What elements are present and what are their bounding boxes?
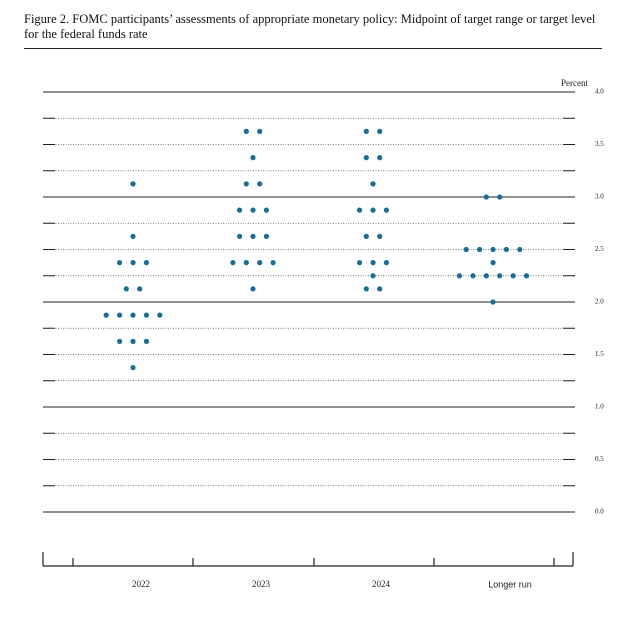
dot [370,260,376,266]
y-tick-label: 1.5 [595,350,604,358]
dot [250,233,256,239]
dot [130,338,136,344]
dot [257,260,263,266]
y-tick-label: 3.5 [595,140,604,148]
dot [370,181,376,187]
dot [357,207,363,213]
dot [243,128,249,134]
y-tick-label: 4.0 [595,88,604,96]
dot [490,246,496,253]
dot [257,181,263,187]
dot [103,312,109,318]
y-tick-label: 1.0 [595,403,604,411]
x-tick-label: 2023 [252,579,271,589]
dot [117,312,123,318]
dot [377,155,383,161]
dot [463,246,469,253]
dot [483,194,489,200]
dot [363,155,369,161]
x-axis-ticks [42,552,574,566]
dot [456,273,463,279]
dot [243,181,249,187]
y-tick-label: 2.5 [595,245,604,253]
dot [157,312,163,318]
dot [377,233,383,239]
x-tick-label: 2024 [372,579,391,589]
dot [503,246,509,253]
dot [510,273,516,279]
dot [143,312,149,318]
dot [263,207,269,213]
y-tick-label: 2.0 [595,298,604,306]
x-tick-label: Longer run [488,579,532,589]
dot [383,207,389,213]
dot [237,233,243,239]
dot [137,286,143,292]
dot [130,181,136,187]
y-tick-label: 0.5 [595,455,604,463]
dot [370,273,376,279]
dot [250,286,256,292]
dot [470,273,476,279]
dot [143,338,149,344]
dot [517,246,523,253]
dot [143,260,149,266]
dot [497,273,503,279]
dot [263,233,269,239]
dot [523,273,530,279]
dot [363,233,369,239]
dot [483,273,489,279]
dot [357,260,363,266]
dot [363,128,369,134]
chart-title: Figure 2. FOMC participants’ assessments… [24,12,596,41]
dot [490,299,496,305]
dot [230,260,236,266]
dot [250,207,256,213]
x-tick-label: 2022 [132,579,150,589]
dot [123,286,129,292]
dot [363,286,369,292]
dot [377,286,383,292]
dot [130,312,136,318]
dot [497,194,503,200]
y-tick-label: 0.0 [595,508,604,516]
dot [243,260,249,266]
dot [130,233,136,239]
title-rule [24,48,602,49]
dot [237,207,243,213]
dot [370,207,376,213]
dot [117,260,123,266]
dot [130,365,136,371]
dot [257,128,263,134]
dot [490,260,496,266]
dot [117,338,123,344]
dot [270,260,276,266]
dot [377,128,383,134]
y-axis-label: Percent [561,78,588,88]
dot [130,260,136,266]
dot [250,155,256,161]
dot [477,246,483,253]
dot [383,260,389,266]
y-tick-label: 3.0 [595,193,604,201]
